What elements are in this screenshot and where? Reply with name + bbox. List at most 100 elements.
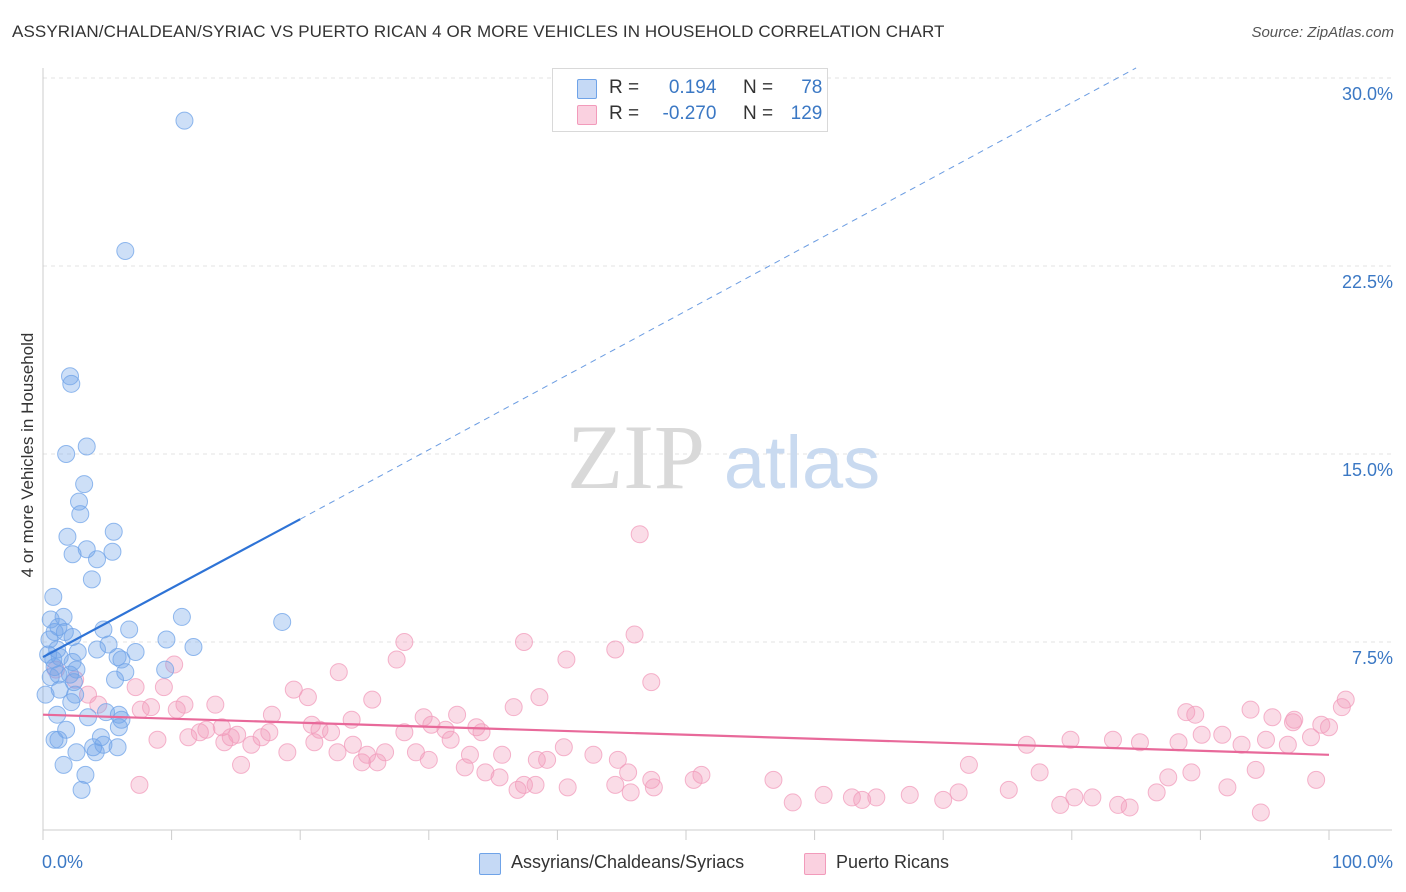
puerto-rican-point: [148, 730, 167, 749]
chart-title: ASSYRIAN/CHALDEAN/SYRIAC VS PUERTO RICAN…: [12, 22, 945, 41]
puerto-rican-point: [1246, 760, 1265, 779]
puerto-rican-point: [1120, 798, 1139, 817]
puerto-rican-point: [179, 728, 198, 747]
puerto-rican-point: [1301, 728, 1320, 747]
assyrian-point: [57, 720, 76, 739]
puerto-rican-point: [1061, 730, 1080, 749]
assyrian-point: [54, 755, 73, 774]
puerto-rican-point: [606, 775, 625, 794]
assyrian-point: [82, 570, 101, 589]
assyrian-point: [57, 445, 76, 463]
puerto-rican-point: [527, 750, 546, 769]
assyrian-point: [36, 685, 55, 704]
puerto-rican-point: [1256, 730, 1275, 749]
assyrian-point: [62, 374, 81, 393]
r-value-assyrian: 0.194: [668, 77, 717, 98]
trend-lines: [42, 67, 1330, 756]
puerto-rican-point: [538, 750, 557, 769]
assyrian-point: [116, 241, 135, 260]
puerto-rican-point: [455, 758, 474, 777]
y-tick-label: 15.0%: [1341, 460, 1393, 480]
puerto-rican-point: [329, 663, 348, 682]
assyrian-point: [61, 367, 80, 386]
assyrian-point: [63, 545, 82, 564]
puerto-rican-point: [814, 785, 833, 804]
puerto-rican-point: [284, 680, 303, 699]
assyrian-point: [40, 630, 59, 649]
r-label: R =: [609, 103, 640, 124]
puerto-rican-points: [46, 525, 1355, 822]
assyrian-point: [76, 765, 95, 784]
r-label: R =: [609, 77, 640, 98]
assyrian-point: [44, 587, 63, 606]
puerto-rican-point: [1213, 725, 1232, 744]
assyrian-point: [156, 660, 175, 679]
assyrian-point: [106, 670, 125, 689]
assyrian-point: [175, 111, 194, 130]
puerto-rican-point: [764, 770, 783, 789]
assyrian-point: [157, 630, 176, 649]
stats-text-assyrian: R = 0.194 N = 78: [609, 77, 822, 99]
puerto-rican-point: [436, 720, 455, 739]
assyrian-point: [41, 668, 60, 687]
puerto-rican-point: [558, 778, 577, 797]
assyrian-point: [84, 738, 103, 757]
puerto-rican-point: [644, 778, 663, 797]
puerto-rican-point: [126, 678, 145, 697]
assyrian-point: [99, 635, 118, 654]
puerto-rican-point: [298, 688, 317, 707]
assyrian-trend-line: [42, 518, 301, 659]
assyrian-point: [88, 550, 107, 569]
assyrian-point: [71, 505, 90, 524]
assyrian-point: [67, 743, 86, 762]
puerto-rican-point: [999, 780, 1018, 799]
y-tick-label: 22.5%: [1341, 272, 1393, 292]
assyrian-point: [104, 522, 123, 541]
puerto-rican-point: [1051, 795, 1070, 814]
puerto-rican-point: [1312, 715, 1331, 734]
watermark-zip: ZIP: [567, 406, 705, 508]
assyrian-point: [72, 780, 91, 799]
puerto-rican-point: [619, 763, 638, 782]
puerto-rican-point: [387, 650, 406, 669]
puerto-rican-point: [554, 738, 573, 757]
puerto-rican-point: [448, 705, 467, 724]
puerto-rican-point: [1283, 713, 1302, 732]
assyrian-point: [103, 542, 122, 561]
puerto-rican-point: [368, 753, 387, 772]
puerto-rican-point: [395, 723, 414, 742]
y-tick-label: 30.0%: [1341, 84, 1393, 104]
x-ticks: [42, 830, 1330, 840]
assyrian-points: [36, 111, 292, 799]
puerto-rican-point: [322, 723, 341, 742]
puerto-rican-point: [206, 695, 225, 714]
puerto-rican-point: [395, 633, 414, 651]
puerto-rican-point: [1263, 708, 1282, 727]
assyrian-point: [88, 640, 107, 659]
puerto-rican-point: [130, 775, 149, 794]
legend-label-puerto-rican: Puerto Ricans: [836, 852, 950, 872]
assyrian-point: [75, 475, 94, 494]
puerto-rican-point: [154, 678, 173, 697]
legend-swatch-puerto-rican: [804, 853, 826, 875]
puerto-rican-point: [584, 745, 603, 764]
watermark: ZIP atlas: [567, 406, 880, 508]
gridlines: [43, 77, 1392, 643]
assyrian-point: [109, 718, 128, 737]
puerto-rican-point: [692, 765, 711, 784]
assyrian-point: [49, 730, 68, 749]
n-value-puerto-rican: 129: [790, 103, 823, 124]
puerto-rican-swatch: [577, 105, 597, 125]
y-axis-label: 4 or more Vehicles in Household: [18, 332, 37, 578]
puerto-rican-point: [514, 633, 533, 651]
puerto-rican-point: [232, 755, 251, 774]
puerto-rican-point: [642, 770, 661, 789]
puerto-rican-point: [783, 793, 802, 812]
assyrian-point: [112, 710, 131, 729]
n-label: N =: [742, 103, 774, 124]
assyrian-point: [126, 643, 145, 662]
assyrian-point: [273, 612, 292, 631]
puerto-rican-point: [1030, 763, 1049, 782]
puerto-rican-point: [142, 698, 161, 717]
